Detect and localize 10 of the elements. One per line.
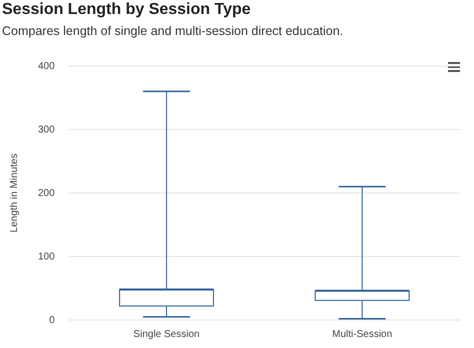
y-tick-label: 400 [38,60,56,72]
chart-subtitle: Compares length of single and multi-session direct education. [2,24,344,38]
y-tick-label: 300 [38,124,56,136]
x-tick-label: Multi-Session [332,328,392,340]
chart-title: Session Length by Session Type [2,1,251,19]
y-tick-label: 100 [38,251,56,262]
y-axis-title: Length in Minutes [8,154,20,232]
y-tick-label: 0 [49,314,56,326]
y-tick-label: 200 [38,188,56,199]
x-tick-label: Single Session [133,328,200,340]
